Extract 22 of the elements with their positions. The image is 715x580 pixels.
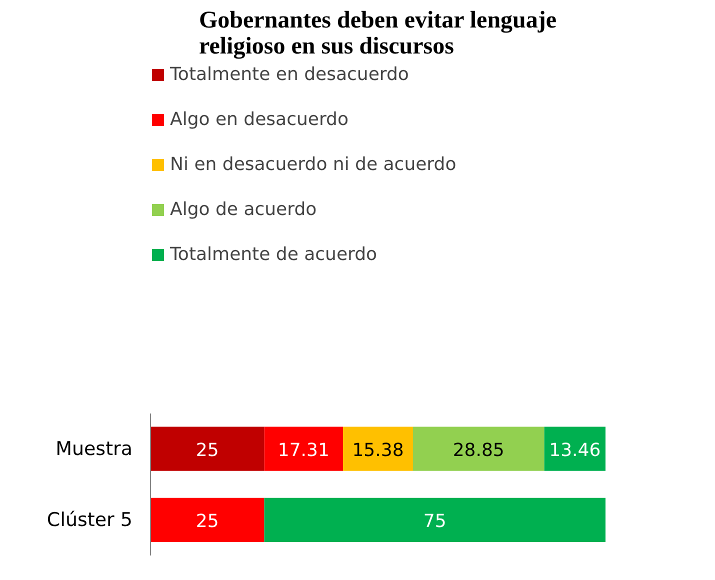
legend-label: Ni en desacuerdo ni de acuerdo bbox=[170, 154, 456, 175]
bar bbox=[412, 426, 544, 471]
data-label: 25 bbox=[196, 510, 219, 532]
legend-label: Totalmente de acuerdo bbox=[170, 244, 378, 265]
chart-title: Gobernantes deben evitar lenguaje religioso en sus discursos bbox=[199, 8, 557, 60]
legend-label: Algo en desacuerdo bbox=[170, 109, 348, 130]
legend-label: Totalmente en desacuerdo bbox=[170, 64, 409, 85]
bar bbox=[150, 498, 264, 542]
data-label: 15.38 bbox=[352, 440, 404, 461]
data-label: 75 bbox=[423, 510, 446, 532]
bar bbox=[150, 426, 264, 471]
bar bbox=[343, 426, 413, 471]
data-label: 13.46 bbox=[549, 440, 601, 461]
bar bbox=[264, 426, 344, 471]
data-label: 25 bbox=[196, 440, 219, 461]
y-tick-label: Muestra bbox=[56, 438, 133, 460]
bar bbox=[544, 426, 606, 471]
legend-label: Algo de acuerdo bbox=[170, 199, 317, 220]
data-label: 28.85 bbox=[452, 440, 504, 461]
data-label: 17.31 bbox=[278, 440, 330, 461]
bar bbox=[264, 498, 606, 542]
y-tick-label: Clúster 5 bbox=[46, 508, 133, 531]
